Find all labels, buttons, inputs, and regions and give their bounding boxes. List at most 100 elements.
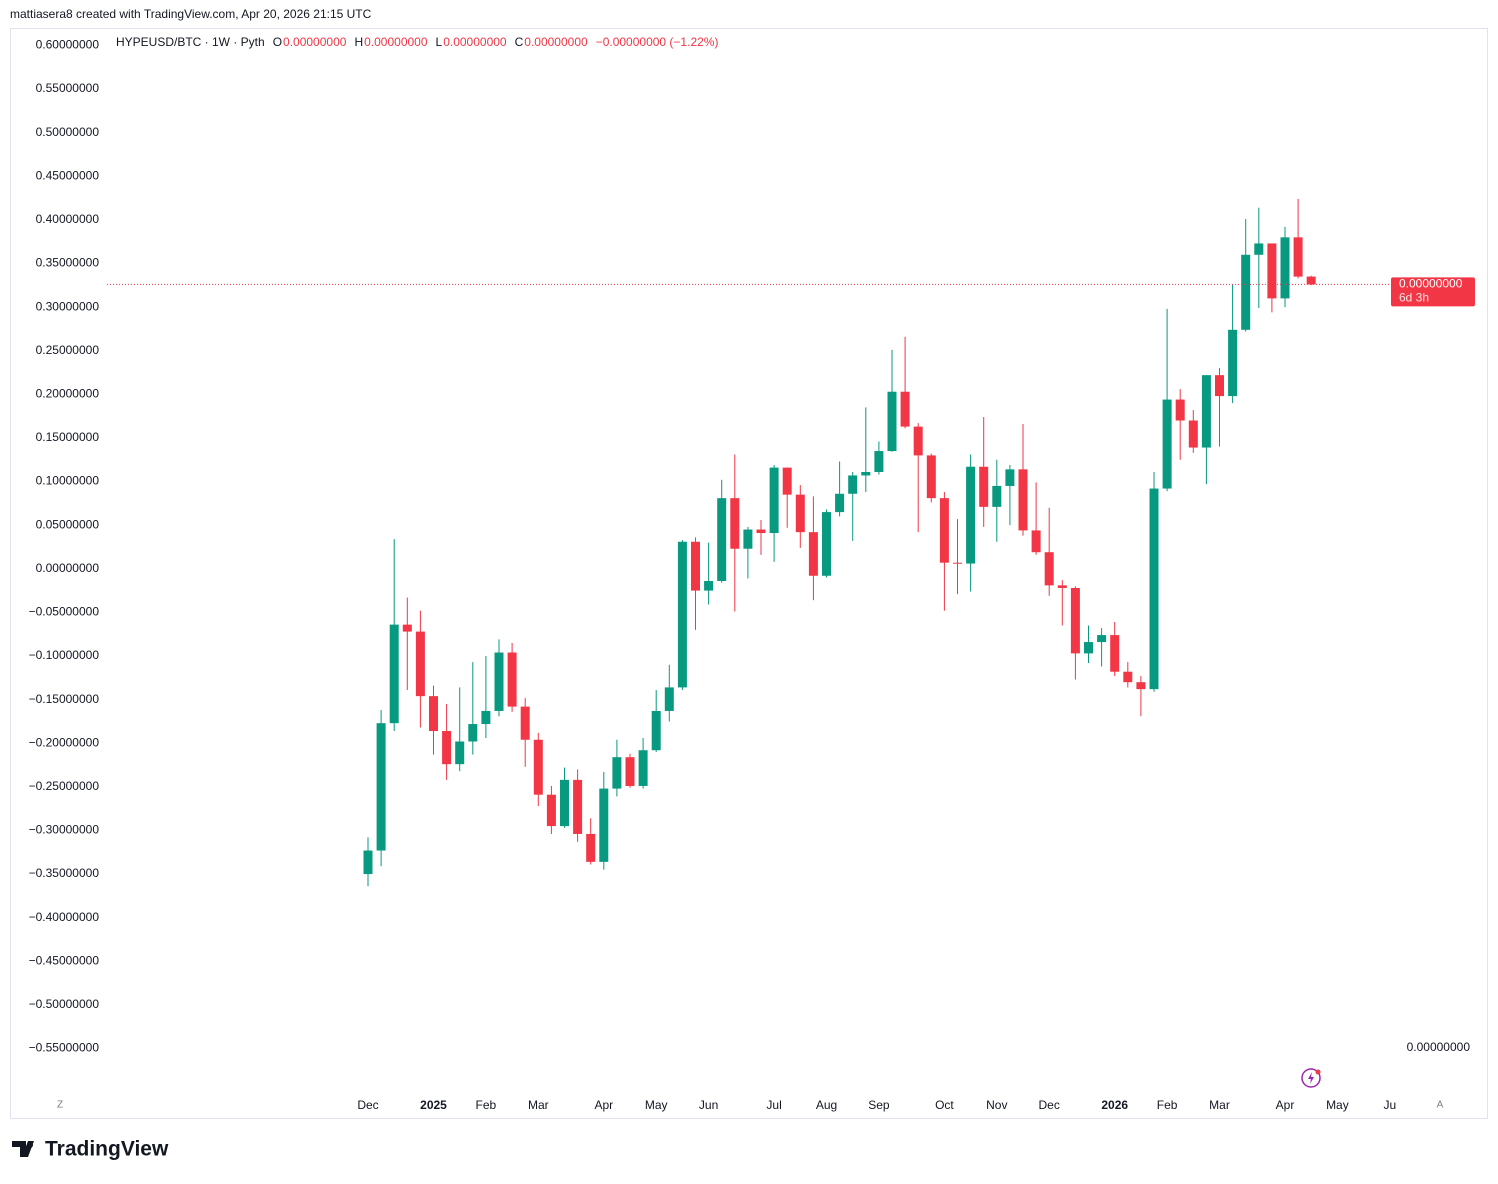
legend-key: C xyxy=(515,35,524,49)
candle-body xyxy=(363,850,373,875)
candle-body xyxy=(1254,243,1264,255)
candle-body xyxy=(494,652,504,711)
candle-body xyxy=(1149,488,1159,690)
scale-button[interactable]: A xyxy=(1437,1100,1444,1111)
x-tick-label: Ju xyxy=(1383,1098,1396,1112)
candle-body xyxy=(533,739,543,795)
candle-body xyxy=(376,723,386,851)
x-tick-label: Sep xyxy=(868,1098,890,1112)
candle-body xyxy=(926,455,936,499)
candle-body xyxy=(848,475,858,494)
candle-body xyxy=(979,466,989,507)
candle-body xyxy=(704,580,714,591)
countdown: 6d 3h xyxy=(1399,291,1429,305)
candle-body xyxy=(520,706,530,740)
candle-body xyxy=(992,485,1002,507)
candle-body xyxy=(415,631,425,697)
legend-change: −0.00000000 (−1.22%) xyxy=(596,35,719,49)
candle-body xyxy=(677,541,687,688)
candle-body xyxy=(835,493,845,513)
legend-value: 0.00000000 xyxy=(524,35,588,49)
candle-body xyxy=(664,687,674,711)
x-tick-label: Dec xyxy=(357,1098,378,1112)
candle-body xyxy=(874,451,884,472)
y-tick-label: 0.55000000 xyxy=(36,81,100,95)
y-tick-label: 0.40000000 xyxy=(36,212,100,226)
y-tick-label: −0.55000000 xyxy=(29,1041,100,1055)
candle-body xyxy=(1267,243,1277,299)
candle-body xyxy=(1070,587,1080,654)
candle-body xyxy=(455,741,465,765)
candle-body xyxy=(1057,585,1067,588)
candle-body xyxy=(625,757,635,786)
y-tick-label: 0.60000000 xyxy=(36,38,100,52)
candle-body xyxy=(808,532,818,576)
y-tick-label: −0.40000000 xyxy=(29,910,100,924)
candle-body xyxy=(730,498,740,549)
candle-body xyxy=(795,494,805,533)
y-tick-label: 0.15000000 xyxy=(36,430,100,444)
legend-key: L xyxy=(436,35,443,49)
candle-body xyxy=(1005,469,1015,486)
x-tick-label: Feb xyxy=(476,1098,497,1112)
candle-body xyxy=(782,467,792,495)
x-tick-label: 2025 xyxy=(420,1098,447,1112)
lightning-icon[interactable] xyxy=(1301,1068,1321,1088)
candle-body xyxy=(1123,671,1133,683)
candle-body xyxy=(1162,399,1172,489)
frame xyxy=(10,28,1488,1119)
corner-value: 0.00000000 xyxy=(1407,1040,1471,1054)
candle-body xyxy=(966,466,976,564)
candle-body xyxy=(1018,469,1028,531)
candle-body xyxy=(560,779,569,827)
candle-body xyxy=(638,750,648,786)
candle-body xyxy=(442,731,452,765)
price-badge xyxy=(1391,277,1475,307)
candle-body xyxy=(887,391,897,452)
x-tick-label: Jun xyxy=(699,1098,718,1112)
y-tick-label: 0.10000000 xyxy=(36,474,100,488)
y-tick-label: 0.00000000 xyxy=(36,561,100,575)
y-tick-label: 0.45000000 xyxy=(36,168,100,182)
y-tick-label: −0.25000000 xyxy=(29,779,100,793)
candle-body xyxy=(1293,237,1303,277)
y-tick-label: 0.50000000 xyxy=(36,125,100,139)
symbol: HYPEUSD/BTC · 1W · Pyth xyxy=(116,35,265,49)
x-tick-label: May xyxy=(1326,1098,1349,1112)
y-tick-label: −0.35000000 xyxy=(29,866,100,880)
x-tick-label: Nov xyxy=(986,1098,1007,1112)
legend-value: 0.00000000 xyxy=(283,35,347,49)
candle-body xyxy=(900,391,910,427)
candle-body xyxy=(913,426,923,456)
y-tick-label: −0.30000000 xyxy=(29,823,100,837)
candle-body xyxy=(1306,276,1316,285)
x-tick-label: Feb xyxy=(1157,1098,1178,1112)
y-tick-label: −0.45000000 xyxy=(29,953,100,967)
candle-body xyxy=(402,624,412,632)
x-tick-label: Jul xyxy=(766,1098,781,1112)
y-tick-label: −0.10000000 xyxy=(29,648,100,662)
scale-button[interactable]: Z xyxy=(57,1100,63,1111)
candle-body xyxy=(1215,375,1224,397)
x-tick-label: Aug xyxy=(816,1098,837,1112)
candle-body xyxy=(586,833,596,862)
candle-body xyxy=(769,467,779,534)
legend-key: O xyxy=(273,35,282,49)
candle-body xyxy=(1280,237,1290,299)
x-tick-label: Mar xyxy=(528,1098,549,1112)
x-tick-label: Oct xyxy=(935,1098,954,1112)
candle-body xyxy=(429,696,438,732)
candle-body xyxy=(468,724,478,742)
candle-body xyxy=(573,779,583,834)
legend-value: 0.00000000 xyxy=(364,35,428,49)
brand-logo: TradingView xyxy=(12,1138,169,1161)
candle-body xyxy=(1228,329,1238,397)
candle-body xyxy=(651,710,661,751)
brand: TradingView xyxy=(45,1138,169,1161)
candle-body xyxy=(599,788,609,862)
candle-body xyxy=(1188,420,1198,448)
candle-body xyxy=(1110,635,1120,672)
candle-body xyxy=(822,512,831,576)
candle-body xyxy=(691,541,700,591)
